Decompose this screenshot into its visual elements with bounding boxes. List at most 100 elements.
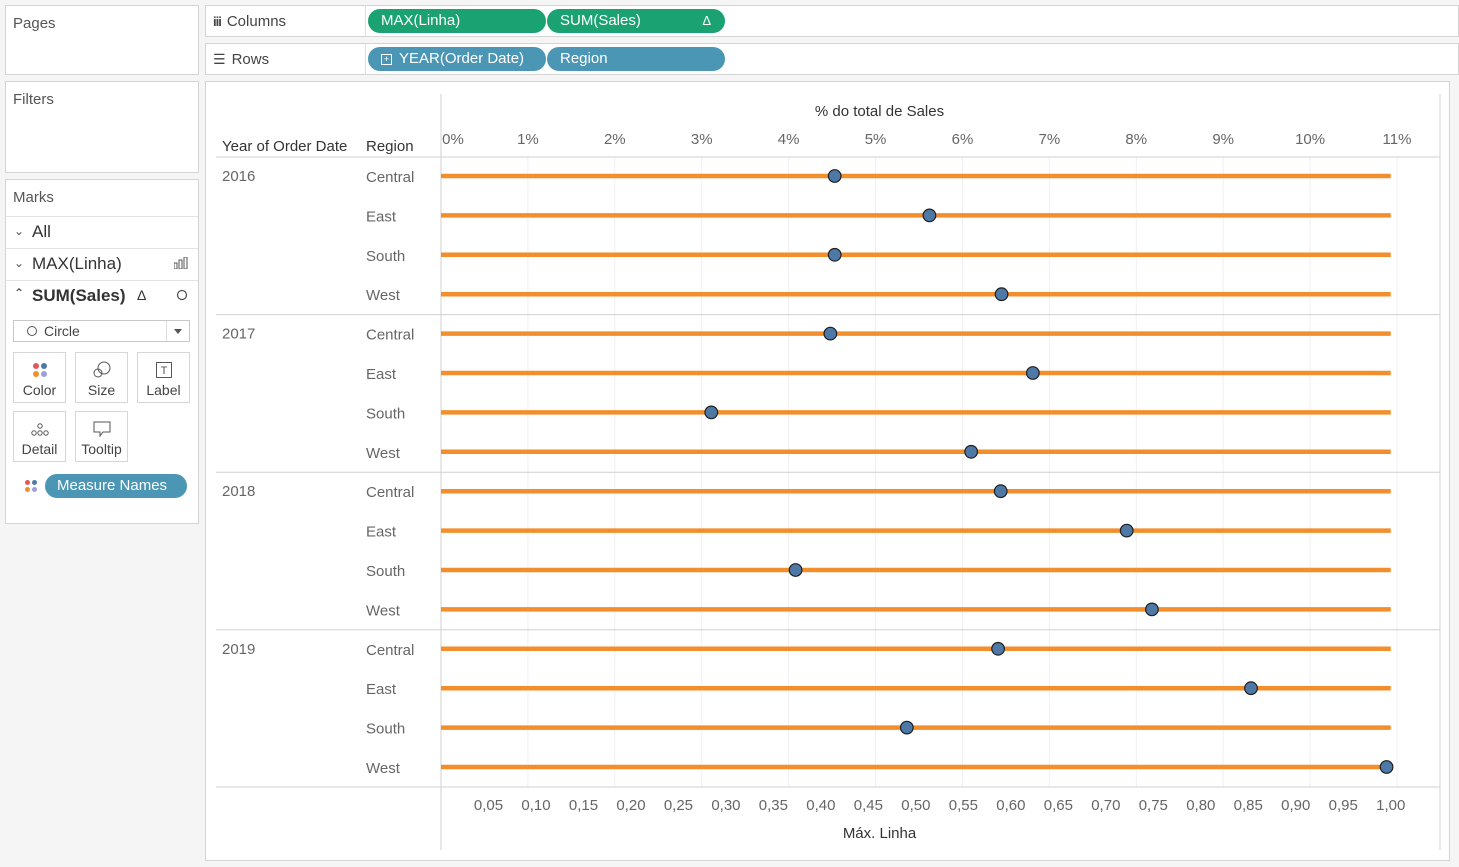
shelf-divider — [365, 6, 366, 36]
tooltip-button[interactable]: Tooltip — [75, 411, 128, 462]
region-label: West — [366, 760, 401, 777]
expand-plus-icon[interactable]: + — [381, 54, 392, 65]
sum-sales-dot — [1025, 366, 1040, 380]
measure-names-pill[interactable]: Measure Names — [45, 474, 187, 498]
region-label: South — [366, 405, 405, 422]
year-label: 2018 — [222, 483, 255, 500]
size-button-label: Size — [87, 382, 116, 398]
tooltip-button-label: Tooltip — [81, 441, 122, 457]
sum-sales-dot — [827, 169, 842, 183]
columns-icon: iii — [213, 14, 222, 29]
marks-card-max-linha[interactable]: ⌄ MAX(Linha) — [6, 248, 198, 280]
top-axis-tick-label: 6% — [952, 131, 974, 148]
marks-card-all-label: All — [32, 222, 51, 241]
top-axis-tick-label: 7% — [1039, 131, 1061, 148]
columns-shelf-label: iii Columns — [213, 13, 286, 30]
marks-card-all[interactable]: ⌄ All — [6, 216, 198, 248]
top-axis-tick-label: 10% — [1295, 131, 1325, 148]
bottom-axis-tick-label: 0,05 — [474, 797, 503, 814]
delta-icon: Δ — [137, 287, 147, 303]
top-axis-tick-label: 5% — [865, 131, 887, 148]
mark-type-label: Circle — [44, 323, 80, 339]
size-button[interactable]: Size — [75, 352, 128, 403]
sum-sales-dot — [991, 641, 1005, 656]
sum-sales-dot — [827, 247, 842, 262]
top-axis-tick-label: 2% — [604, 131, 626, 148]
region-label: Central — [366, 642, 414, 659]
rows-icon: ☰ — [213, 51, 226, 67]
bottom-axis-tick-label: 1,00 — [1376, 797, 1405, 814]
columns-label: Columns — [226, 13, 287, 30]
year-label: 2016 — [222, 168, 255, 185]
text-label-icon: T — [138, 361, 189, 379]
mark-type-dropdown[interactable]: Circle — [13, 320, 190, 342]
sum-sales-dot — [1379, 760, 1394, 774]
detail-button[interactable]: Detail — [13, 411, 66, 462]
sum-sales-dot — [922, 208, 937, 223]
top-axis-tick-label: 9% — [1212, 131, 1234, 148]
pages-title: Pages — [13, 15, 56, 32]
sum-sales-dot — [788, 563, 803, 577]
rows-shelf-label: ☰ Rows — [213, 51, 269, 68]
row-header-year: Year of Order Date — [222, 138, 347, 155]
top-axis-tick-label: 3% — [691, 131, 713, 148]
sum-sales-dot — [964, 444, 979, 459]
marks-card-max-linha-label: MAX(Linha) — [32, 254, 122, 273]
chevron-down-icon: ⌄ — [14, 256, 25, 270]
row-header-region: Region — [366, 138, 414, 155]
chevron-down-icon: ⌄ — [14, 224, 25, 238]
region-label: Central — [366, 484, 414, 501]
color-button-label: Color — [22, 382, 57, 398]
bottom-axis-tick-label: 0,45 — [854, 797, 883, 814]
region-label: West — [366, 602, 401, 619]
bar-chart-icon — [173, 256, 188, 272]
bottom-axis-tick-label: 0,80 — [1186, 797, 1215, 814]
size-icon — [76, 361, 127, 379]
sum-sales-dot — [823, 326, 838, 341]
detail-icon — [14, 420, 65, 438]
bottom-axis-tick-label: 0,95 — [1329, 797, 1358, 814]
year-label: 2017 — [222, 326, 255, 343]
sum-sales-pill-label: SUM(Sales) — [560, 12, 641, 29]
region-label: South — [366, 721, 405, 738]
bottom-axis-tick-label: 0,50 — [901, 797, 930, 814]
svg-text:T: T — [160, 365, 167, 377]
chevron-down-icon[interactable] — [166, 321, 189, 341]
pages-panel: Pages — [5, 5, 199, 75]
filters-title: Filters — [13, 91, 54, 108]
bottom-axis-tick-label: 0,70 — [1091, 797, 1120, 814]
color-button[interactable]: Color — [13, 352, 66, 403]
region-label: West — [366, 287, 401, 304]
label-button[interactable]: T Label — [137, 352, 190, 403]
tooltip-icon — [76, 420, 127, 438]
marks-title: Marks — [13, 189, 54, 206]
sum-sales-dot — [704, 405, 719, 420]
region-label: South — [366, 563, 405, 580]
bottom-axis-tick-label: 0,40 — [806, 797, 835, 814]
sum-sales-dot — [1244, 681, 1258, 696]
marks-card-sum-sales-label: SUM(Sales) — [32, 286, 126, 305]
sum-sales-dot — [994, 287, 1009, 302]
region-label: East — [366, 681, 397, 698]
region-label: East — [366, 366, 397, 383]
bottom-axis-title: Máx. Linha — [843, 825, 917, 842]
delta-icon: Δ — [702, 13, 711, 28]
bottom-axis-tick-label: 0,20 — [616, 797, 645, 814]
region-label: Central — [366, 327, 414, 344]
marks-card-sum-sales[interactable]: ⌃ SUM(Sales) Δ — [6, 280, 198, 312]
circle-icon — [27, 326, 37, 336]
sum-sales-dot — [1145, 602, 1159, 617]
label-button-label: Label — [146, 382, 181, 398]
year-order-date-pill[interactable]: + YEAR(Order Date) — [368, 47, 546, 71]
shelf-divider — [365, 44, 366, 74]
filters-panel[interactable]: Filters — [5, 81, 199, 173]
max-linha-pill[interactable]: MAX(Linha) — [368, 9, 546, 33]
year-label: 2019 — [222, 641, 255, 658]
bottom-axis-tick-label: 0,25 — [664, 797, 693, 814]
region-pill[interactable]: Region — [547, 47, 725, 71]
color-icon — [14, 361, 65, 379]
sum-sales-pill[interactable]: SUM(Sales) Δ — [547, 9, 725, 33]
top-axis-tick-label: 4% — [778, 131, 800, 148]
region-label: East — [366, 208, 397, 225]
bottom-axis-tick-label: 0,55 — [949, 797, 978, 814]
